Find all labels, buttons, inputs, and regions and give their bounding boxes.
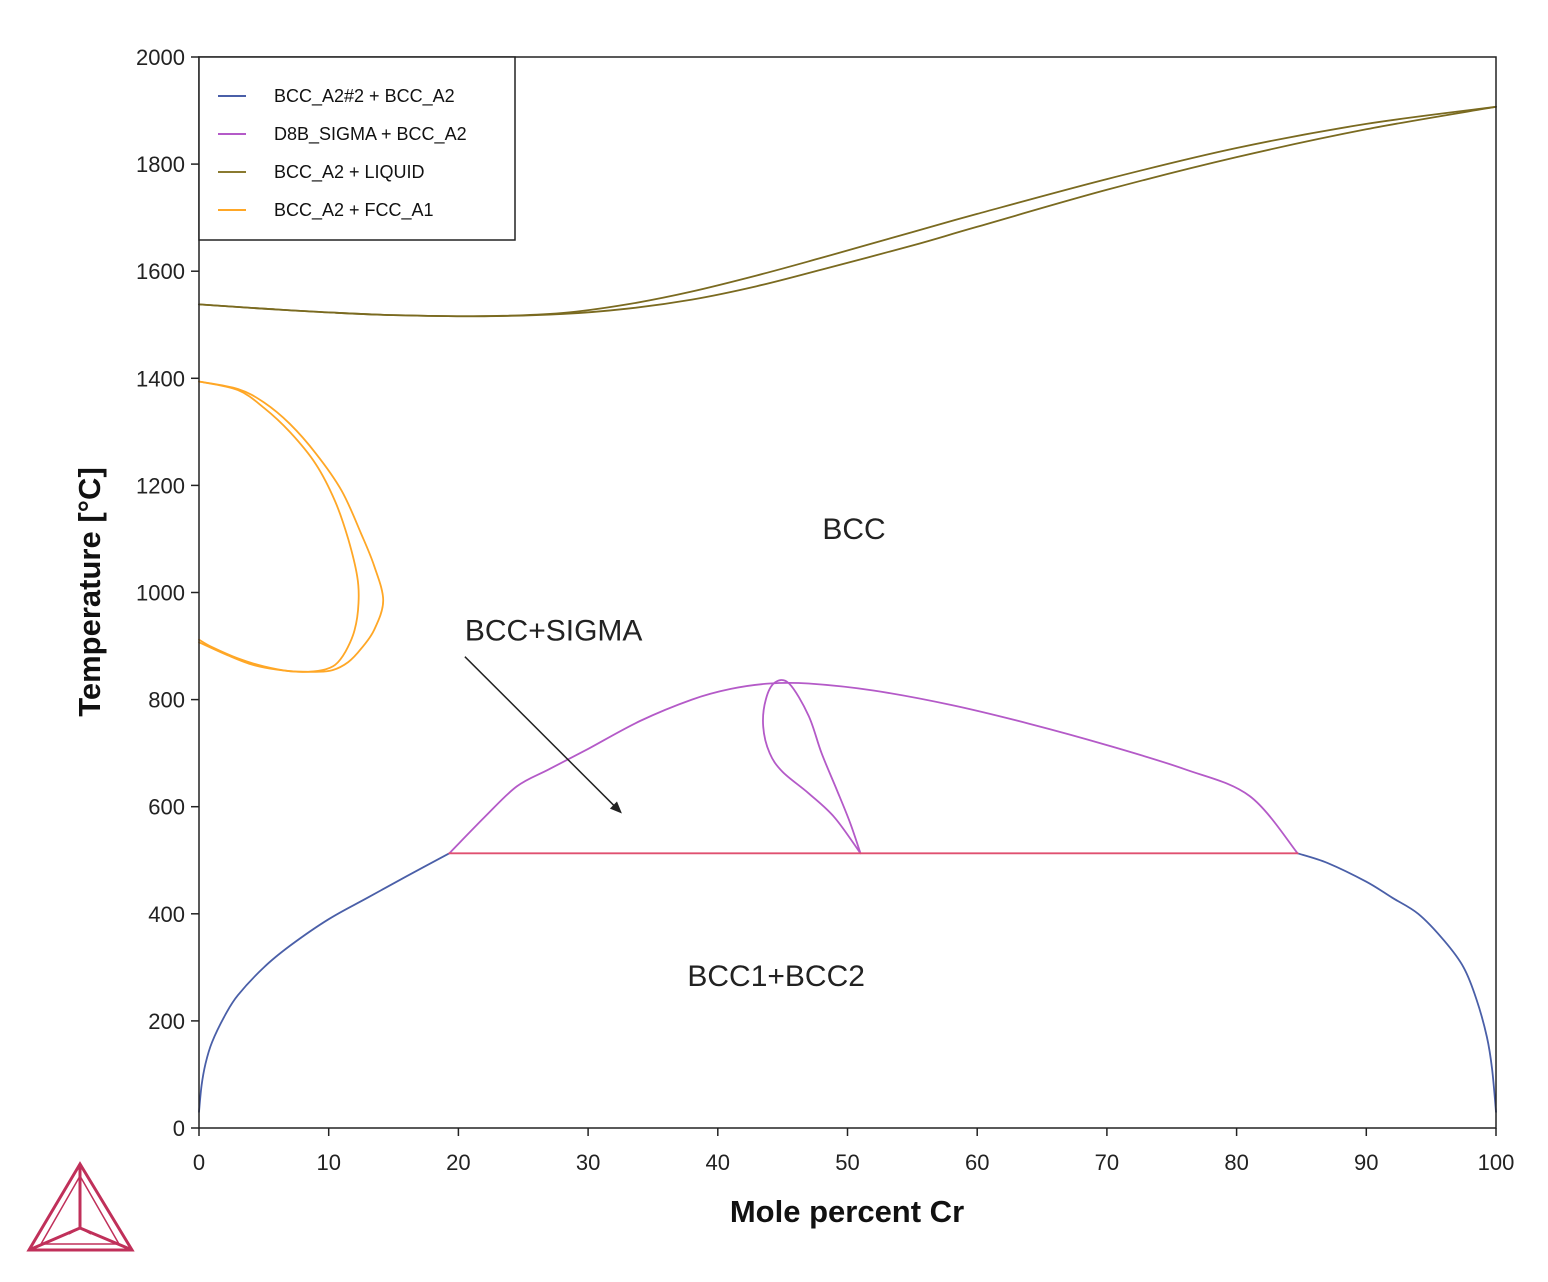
x-tick-label: 30 <box>576 1150 600 1175</box>
x-tick-label: 70 <box>1095 1150 1119 1175</box>
y-tick-label: 2000 <box>136 45 185 70</box>
x-axis-ticks: 0 10 20 30 40 50 60 70 80 90 100 <box>193 1128 1514 1175</box>
y-tick-label: 1600 <box>136 259 185 284</box>
x-tick-label: 60 <box>965 1150 989 1175</box>
y-tick-label: 1800 <box>136 152 185 177</box>
legend: BCC_A2#2 + BCC_A2 D8B_SIGMA + BCC_A2 BCC_A… <box>198 56 516 241</box>
legend-box <box>198 56 516 241</box>
legend-label: BCC_A2#2 + BCC_A2 <box>274 86 455 107</box>
y-tick-label: 0 <box>173 1116 185 1141</box>
y-tick-label: 200 <box>148 1009 185 1034</box>
y-tick-label: 400 <box>148 902 185 927</box>
annotations: BCC BCC+SIGMA BCC1+BCC2 <box>464 513 886 993</box>
region-label: BCC1+BCC2 <box>687 960 865 993</box>
annotation-arrow <box>464 656 622 814</box>
y-tick-label: 1000 <box>136 581 185 606</box>
series-line-2-1 <box>198 105 1497 318</box>
x-tick-label: 50 <box>835 1150 859 1175</box>
series-line-1-0 <box>448 681 1299 855</box>
thermo-calc-logo-icon <box>26 1161 135 1252</box>
series-line-1-1 <box>762 679 862 855</box>
x-axis-title: Mole percent Cr <box>730 1194 964 1229</box>
legend-label: BCC_A2 + FCC_A1 <box>274 200 434 221</box>
legend-entries: BCC_A2#2 + BCC_A2 D8B_SIGMA + BCC_A2 BCC_A… <box>218 86 467 221</box>
x-tick-label: 100 <box>1478 1150 1515 1175</box>
y-tick-label: 1400 <box>136 366 185 391</box>
y-tick-label: 600 <box>148 795 185 820</box>
region-label: BCC+SIGMA <box>465 615 643 648</box>
series-line-0-0 <box>198 852 451 1113</box>
series-line-3-1 <box>198 380 360 673</box>
x-tick-label: 0 <box>193 1150 205 1175</box>
x-tick-label: 40 <box>706 1150 730 1175</box>
y-tick-label: 1200 <box>136 473 185 498</box>
legend-label: BCC_A2 + LIQUID <box>274 162 425 183</box>
series-line-3-0 <box>198 380 385 673</box>
x-tick-label: 90 <box>1354 1150 1378 1175</box>
series-line-0-1 <box>1296 852 1497 1113</box>
x-tick-label: 10 <box>316 1150 340 1175</box>
y-tick-label: 800 <box>148 688 185 713</box>
x-tick-label: 80 <box>1224 1150 1248 1175</box>
region-label: BCC <box>822 513 885 546</box>
y-axis-ticks: 0 200 400 600 800 1000 1200 1400 1600 1800 2000 <box>136 45 199 1141</box>
plot-lines <box>198 105 1497 1113</box>
y-axis-title: Temperature [°C] <box>72 467 107 717</box>
x-tick-label: 20 <box>446 1150 470 1175</box>
legend-label: D8B_SIGMA + BCC_A2 <box>274 124 467 145</box>
